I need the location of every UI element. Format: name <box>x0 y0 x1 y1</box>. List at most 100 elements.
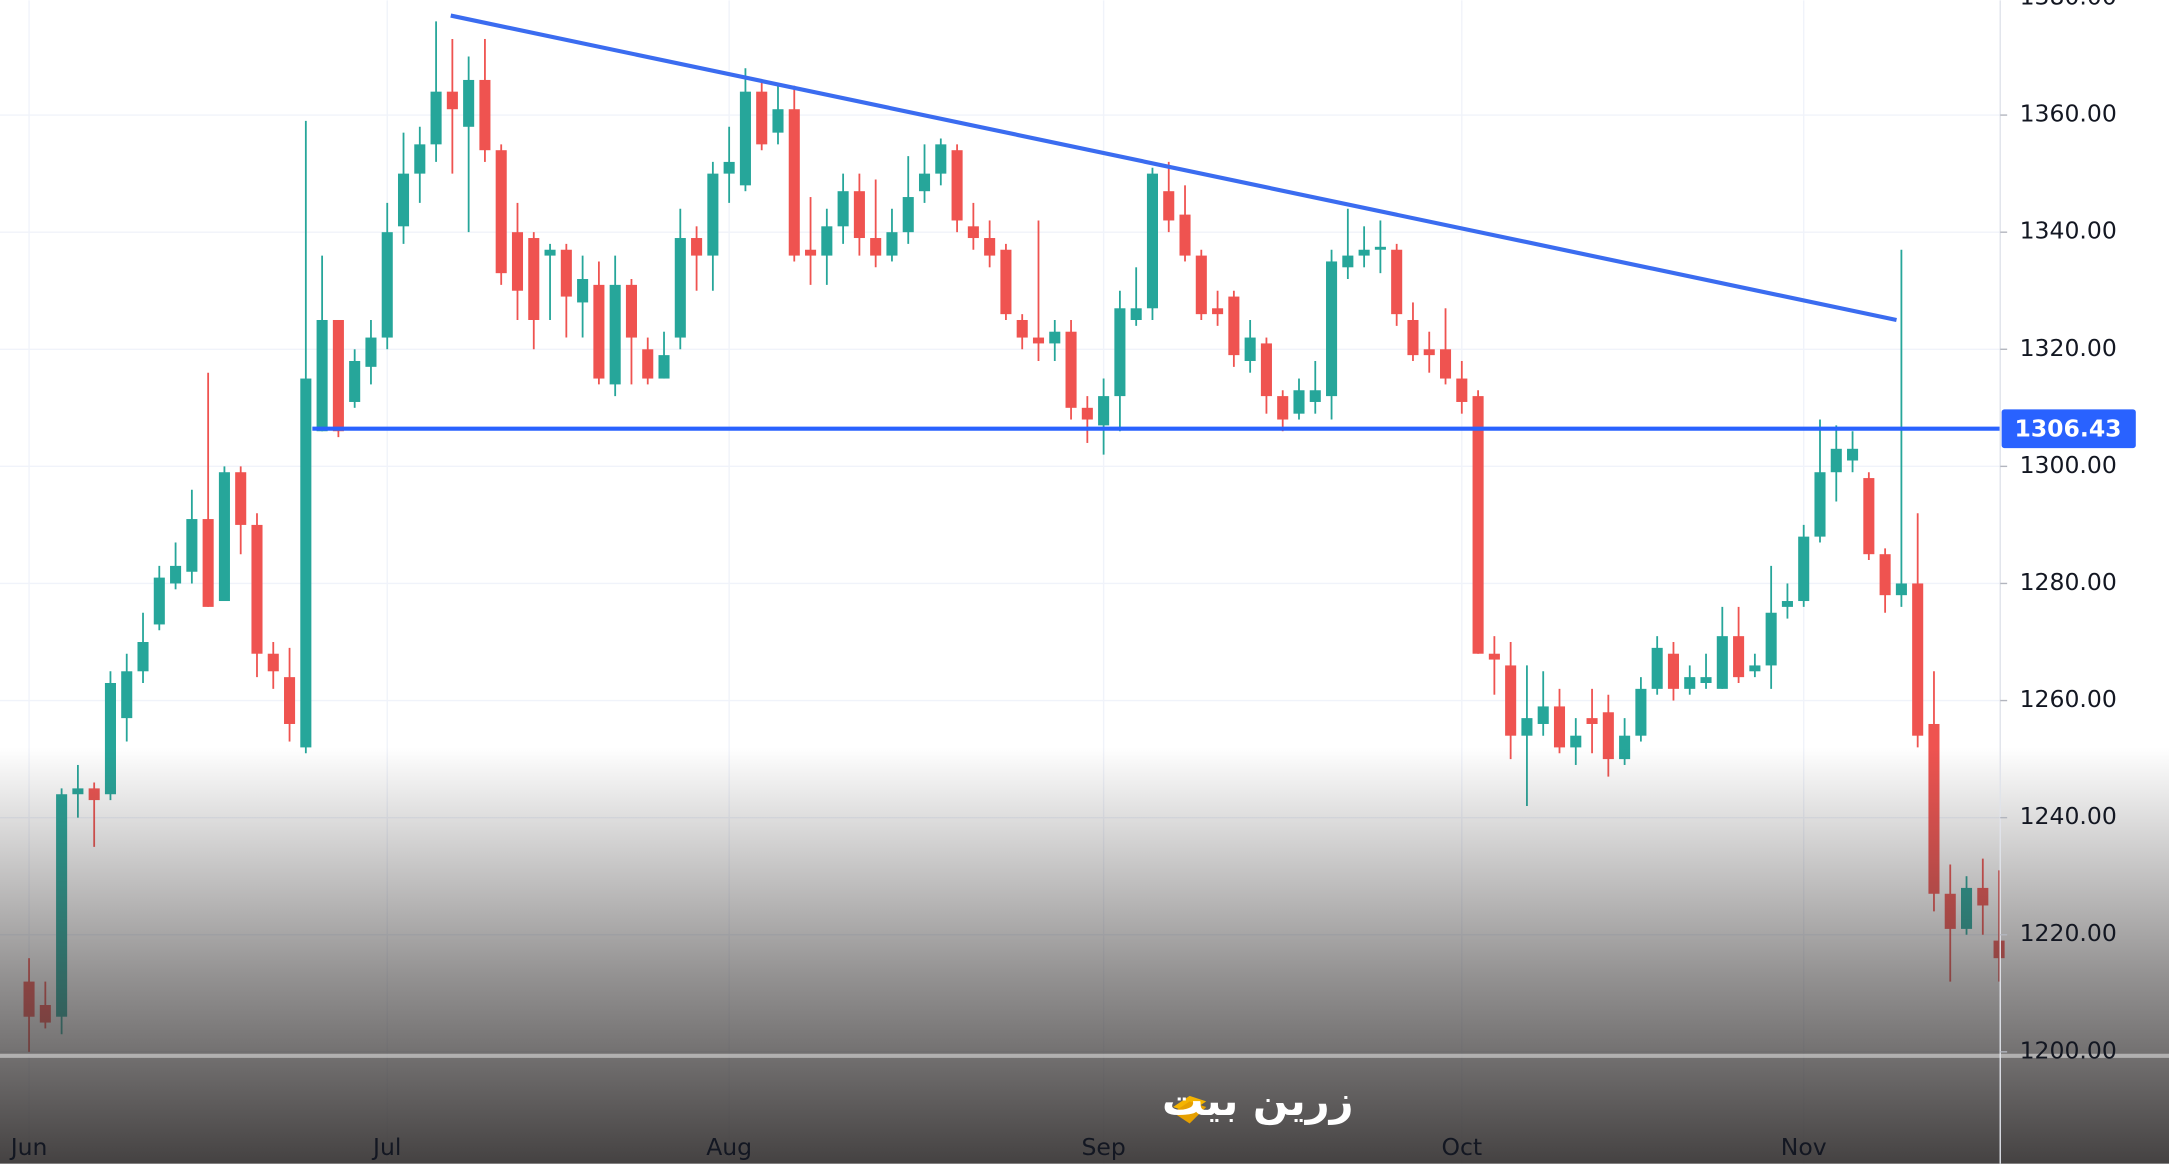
candle-body <box>625 284 637 338</box>
candle-body <box>1098 396 1110 426</box>
candle-body <box>414 144 426 174</box>
candle-body <box>593 284 605 379</box>
candle-body <box>1244 337 1256 361</box>
x-tick-label: Sep <box>1081 1133 1125 1161</box>
candle-body <box>544 249 556 256</box>
candle-body <box>446 91 458 110</box>
candle-body <box>707 173 719 256</box>
candle-body <box>300 378 312 748</box>
candle-body <box>1667 653 1679 689</box>
candle-body <box>170 565 182 584</box>
candle-body <box>1700 677 1712 683</box>
candle-body <box>463 79 475 127</box>
x-tick-label: Aug <box>706 1133 752 1161</box>
candle-body <box>381 232 393 338</box>
candle-body <box>1032 337 1045 344</box>
candle-body <box>1521 718 1533 736</box>
candle-body <box>951 150 963 221</box>
candle-body <box>1553 706 1566 748</box>
price-label: 1306.43 <box>2014 415 2121 443</box>
candle-body <box>251 524 263 654</box>
candle-body <box>1749 665 1761 672</box>
candle-body <box>723 161 735 174</box>
candle-body <box>739 91 751 186</box>
candle-body <box>1439 349 1452 379</box>
y-tick-label: 1380.00 <box>2020 0 2117 10</box>
candle-body <box>1879 554 1891 596</box>
candle-body <box>886 232 898 256</box>
axis-labels: 1200.00 1220.00 1240.00 1260.00 1280.00 1300.… <box>9 0 2136 1161</box>
candle-body <box>186 519 198 572</box>
candle-body <box>674 238 686 338</box>
x-tick-label: Nov <box>1781 1133 1827 1161</box>
candle-body <box>1830 448 1842 473</box>
candle-body <box>1114 308 1126 397</box>
candle-body <box>691 238 703 256</box>
candle-body <box>1798 536 1810 602</box>
candle-body <box>1195 255 1207 315</box>
candle-body <box>788 109 800 256</box>
candle-body <box>1277 396 1289 420</box>
candle-body <box>218 472 230 602</box>
y-tick-label: 1280.00 <box>2020 568 2117 596</box>
candle-body <box>967 226 979 239</box>
candle-body <box>316 319 328 432</box>
candle-body <box>1651 647 1663 689</box>
candle-body <box>1635 688 1647 736</box>
candle-body <box>609 284 621 385</box>
y-tick-label: 1340.00 <box>2020 217 2117 245</box>
candle-body <box>1781 601 1793 607</box>
candle-body <box>1570 735 1582 748</box>
candle-body <box>902 197 914 233</box>
y-tick-label: 1360.00 <box>2020 100 2117 128</box>
candle-body <box>1472 396 1484 654</box>
candle-body <box>1016 319 1028 338</box>
candle-body <box>772 109 784 133</box>
candle-body <box>1423 349 1435 356</box>
x-tick-label: Jun <box>9 1133 48 1161</box>
candle-body <box>104 682 116 795</box>
candle-body <box>1716 636 1728 689</box>
candle-body <box>1391 249 1403 315</box>
candle-body <box>365 337 377 367</box>
candle-body <box>153 577 165 625</box>
candle-body <box>1407 319 1419 356</box>
candle-body <box>397 173 410 227</box>
y-tick-label: 1200.00 <box>2020 1036 2117 1064</box>
candle-body <box>1456 378 1468 402</box>
candle-body <box>1326 261 1338 397</box>
candle-body <box>1505 665 1517 736</box>
candle-body <box>756 91 768 145</box>
candle-body <box>1733 636 1745 678</box>
candle-body <box>1342 255 1354 268</box>
candle-body <box>1179 214 1191 256</box>
candle-body <box>1228 296 1240 356</box>
candle-body <box>1895 583 1907 596</box>
candle-body <box>202 519 214 607</box>
candle-body <box>935 144 947 174</box>
bottom-fade <box>0 747 2169 1164</box>
overlay: زرین بیت <box>0 747 2169 1164</box>
candle-body <box>984 238 996 256</box>
candle-body <box>918 173 931 192</box>
watermark: زرین بیت <box>1162 1076 1354 1126</box>
candle-body <box>560 249 572 297</box>
candle-body <box>1358 249 1370 256</box>
candle-body <box>1684 677 1696 689</box>
y-tick-label: 1260.00 <box>2020 685 2117 713</box>
candle-body <box>1309 390 1321 402</box>
candle-body <box>1488 653 1500 660</box>
candle-body <box>1814 472 1826 537</box>
candle-body <box>1765 612 1777 666</box>
candle-body <box>495 150 507 274</box>
candle-body <box>235 472 247 525</box>
candle-body <box>1163 191 1175 221</box>
candle-body <box>479 79 491 151</box>
candle-body <box>1260 343 1272 397</box>
candle-body <box>1146 173 1158 309</box>
candle-body <box>658 355 670 379</box>
candle-body <box>1912 583 1924 736</box>
candle-body <box>284 677 296 724</box>
candle-body <box>332 319 344 432</box>
